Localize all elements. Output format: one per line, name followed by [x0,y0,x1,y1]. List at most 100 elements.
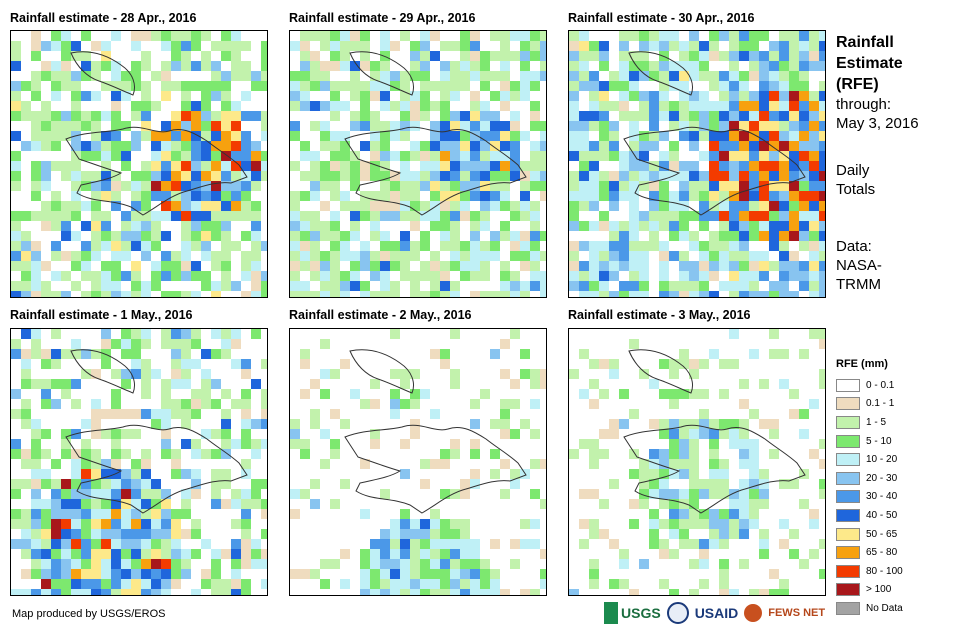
rainfall-cell [799,211,809,221]
rainfall-cell [370,549,380,559]
rainfall-cell [819,221,825,231]
rainfall-cell [689,191,699,201]
rainfall-cell [659,489,669,499]
rainfall-cell [639,171,649,181]
legend-swatch [836,490,860,504]
rainfall-cell [759,261,769,271]
rainfall-cell [669,369,679,379]
rainfall-cell [31,291,41,297]
side-daily-line-1: Daily [836,162,870,179]
rainfall-cell [729,499,739,509]
rainfall-cell [470,251,480,261]
rainfall-cell [310,101,320,111]
rainfall-cell [669,389,679,399]
rainfall-cell [669,439,679,449]
rainfall-cell [400,191,410,201]
rainfall-cell [789,211,799,221]
rainfall-cell [390,121,400,131]
rainfall-cell [739,111,749,121]
rainfall-cell [609,71,619,81]
rainfall-cell [719,579,729,589]
rainfall-cell [430,221,440,231]
coastline-island [349,51,414,96]
rainfall-cell [231,31,241,41]
rainfall-cell [211,479,221,489]
rainfall-cell [61,51,71,61]
rainfall-cell [81,271,91,281]
rainfall-cell [739,499,749,509]
rainfall-cell [749,61,759,71]
rainfall-cell [520,191,530,201]
rainfall-cell [689,31,699,41]
rainfall-cell [789,81,799,91]
rainfall-cell [619,111,629,121]
rainfall-cell [649,489,659,499]
rainfall-cell [51,359,61,369]
rainfall-cell [390,81,400,91]
rainfall-cell [201,399,211,409]
rainfall-cell [91,291,101,297]
side-data-line-2: NASA- [836,257,882,274]
rainfall-cell [310,499,320,509]
rainfall-cell [310,271,320,281]
rainfall-cell [380,489,390,499]
rainfall-cell [669,221,679,231]
rainfall-cell [589,261,599,271]
rainfall-cell [251,549,261,559]
rainfall-cell [11,539,21,549]
rainfall-cell [21,281,31,291]
rainfall-cell [91,121,101,131]
rainfall-cell [689,101,699,111]
rainfall-cell [729,509,739,519]
rainfall-cell [141,329,151,339]
rainfall-cell [440,41,450,51]
rainfall-cell [71,151,81,161]
rainfall-cell [759,151,769,161]
rainfall-cell [290,131,300,141]
rainfall-cell [151,509,161,519]
rainfall-cell [540,369,546,379]
rainfall-cell [71,559,81,569]
rainfall-cell [31,91,41,101]
rainfall-cell [450,91,460,101]
rainfall-cell [91,111,101,121]
rainfall-cell [81,489,91,499]
rainfall-cell [191,211,201,221]
rainfall-cell [350,121,360,131]
rainfall-cell [171,271,181,281]
rainfall-cell [599,181,609,191]
rainfall-cell [749,459,759,469]
rainfall-cell [171,61,181,71]
rainfall-cell [609,419,619,429]
rainfall-cell [41,61,51,71]
rainfall-cell [649,539,659,549]
rainfall-cell [629,519,639,529]
rainfall-cell [11,171,21,181]
rainfall-cell [530,171,540,181]
rainfall-cell [350,281,360,291]
rainfall-cell [709,121,719,131]
rainfall-cell [400,579,410,589]
rainfall-cell [440,529,450,539]
rainfall-cell [599,261,609,271]
rainfall-cell [410,121,420,131]
rainfall-cell [141,281,151,291]
rainfall-cell [91,41,101,51]
rainfall-cell [400,379,410,389]
rainfall-cell [71,261,81,271]
rainfall-cell [51,489,61,499]
rainfall-cell [589,559,599,569]
rainfall-cell [470,559,480,569]
rainfall-cell [599,141,609,151]
rainfall-cell [450,369,460,379]
rainfall-cell [669,121,679,131]
rainfall-cell [51,81,61,91]
rainfall-cell [231,101,241,111]
rainfall-cell [91,369,101,379]
rainfall-cell [440,579,450,589]
rainfall-cell [420,291,430,297]
rainfall-cell [709,131,719,141]
rainfall-cell [789,61,799,71]
rainfall-cell [639,489,649,499]
rainfall-cell [530,261,540,271]
